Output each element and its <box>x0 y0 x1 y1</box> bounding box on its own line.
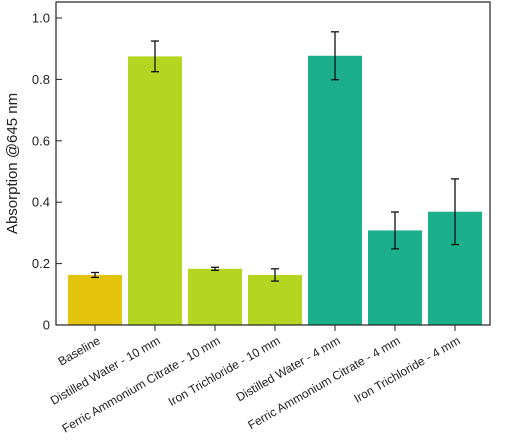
y-tick-label-0: 0 <box>43 318 50 333</box>
y-tick-label-2: 0.4 <box>32 195 50 210</box>
error-bar-3 <box>271 268 279 282</box>
bar-4 <box>308 55 362 326</box>
error-bar-2 <box>211 266 219 272</box>
y-axis-ticks: 0 0.2 0.4 0.6 0.8 1.0 <box>32 11 62 333</box>
y-tick-label-4: 0.8 <box>32 72 50 87</box>
plot-frame <box>55 1 491 326</box>
error-bar-5 <box>391 211 399 250</box>
error-bar-0 <box>91 271 99 279</box>
y-tick-label-3: 0.6 <box>32 133 50 148</box>
error-bar-4 <box>331 31 339 81</box>
error-bar-1 <box>151 40 159 73</box>
y-axis-label: Absorption @645 nm <box>4 93 21 234</box>
x-tick-label-6: Iron Trichloride - 4 mm <box>352 333 463 405</box>
x-tick-label-0: Baseline <box>56 333 103 368</box>
x-tick-label-4: Distilled Water - 4 mm <box>234 333 343 404</box>
bar-1 <box>128 56 182 325</box>
y-tick-label-1: 0.2 <box>32 256 50 271</box>
bar-0 <box>68 274 122 325</box>
x-tick-label-3: Iron Trichloride - 10 mm <box>166 333 283 408</box>
bars-layer <box>68 55 482 326</box>
bar-2 <box>188 268 242 325</box>
bar-3 <box>248 274 302 325</box>
error-bar-6 <box>451 178 459 246</box>
y-tick-label-5: 1.0 <box>32 11 50 26</box>
error-bars-layer <box>91 31 459 282</box>
